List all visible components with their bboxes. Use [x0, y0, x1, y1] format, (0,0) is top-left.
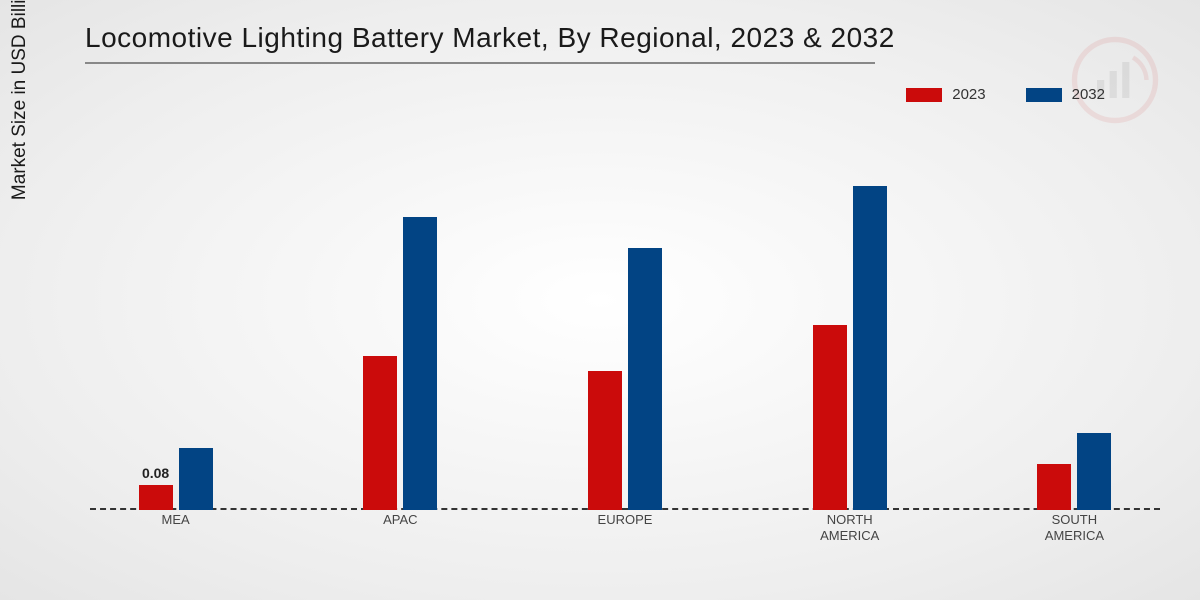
bar: 0.08 [139, 485, 173, 510]
bar [1037, 464, 1071, 510]
bar [403, 217, 437, 510]
bar [813, 325, 847, 510]
legend-swatch-2023 [906, 88, 942, 102]
bar [588, 371, 622, 510]
x-axis-label: SOUTHAMERICA [1045, 512, 1104, 543]
legend-label-2023: 2023 [952, 86, 985, 103]
x-axis-label: NORTHAMERICA [820, 512, 879, 543]
bar-group [1037, 433, 1111, 510]
x-axis-label: MEA [162, 512, 190, 528]
plot-area: 0.08 [90, 140, 1160, 510]
y-axis-label: Market Size in USD Billion [9, 0, 31, 200]
bar-group [813, 186, 887, 510]
title-underline [85, 62, 875, 64]
legend-swatch-2032 [1026, 88, 1062, 102]
bar [853, 186, 887, 510]
bar [179, 448, 213, 510]
legend: 2023 2032 [906, 86, 1105, 103]
bar [363, 356, 397, 510]
bar [1077, 433, 1111, 510]
bar-group: 0.08 [139, 448, 213, 510]
x-axis-label: APAC [383, 512, 417, 528]
chart-title: Locomotive Lighting Battery Market, By R… [85, 22, 895, 54]
legend-label-2032: 2032 [1072, 86, 1105, 103]
watermark-logo [1070, 35, 1160, 125]
bar-group [363, 217, 437, 510]
legend-item-2023: 2023 [906, 86, 985, 103]
x-axis-label: EUROPE [598, 512, 653, 528]
bar-value-label: 0.08 [142, 465, 169, 481]
bar [628, 248, 662, 510]
bar-group [588, 248, 662, 510]
legend-item-2032: 2032 [1026, 86, 1105, 103]
